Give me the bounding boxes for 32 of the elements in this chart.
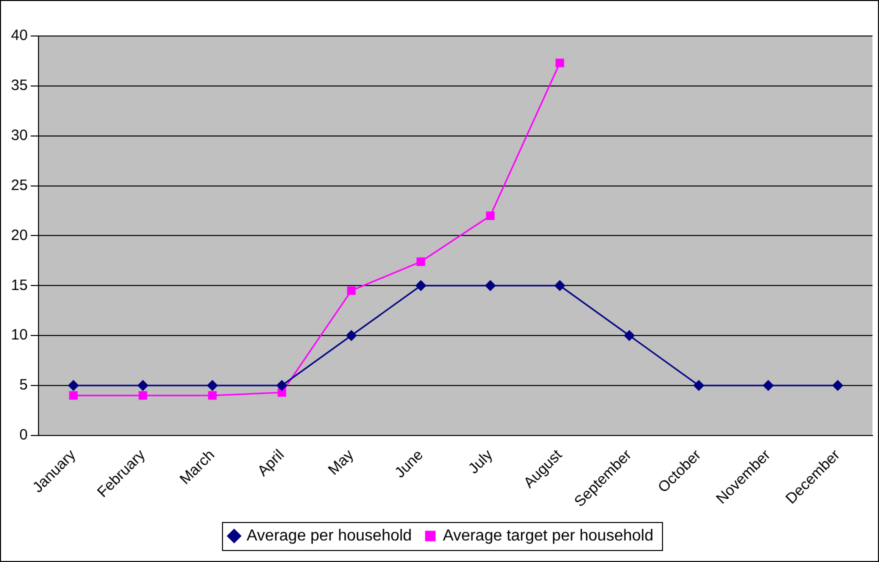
y-tick-label: 10 (10, 326, 28, 344)
y-tick-label: 0 (19, 426, 28, 444)
point (207, 380, 218, 391)
y-tick-label: 25 (10, 176, 28, 194)
point (69, 391, 78, 400)
point (416, 257, 426, 266)
point (68, 380, 79, 391)
y-tick-label: 15 (10, 276, 28, 294)
point (832, 380, 844, 391)
point (624, 330, 635, 341)
point (208, 391, 217, 400)
point (346, 330, 357, 341)
legend-label: Average target per household (442, 527, 654, 544)
y-tick-label: 40 (10, 27, 28, 44)
point (485, 280, 496, 291)
y-tick-label: 35 (10, 77, 28, 94)
y-tick-label: 20 (10, 226, 28, 244)
point (416, 280, 426, 291)
point (554, 280, 566, 291)
point (556, 58, 564, 68)
point (763, 380, 774, 391)
y-tick-label: 30 (10, 126, 28, 144)
point (138, 380, 148, 391)
point (694, 380, 704, 391)
legend-label: Average per household (246, 527, 412, 544)
x-tick-label: July (465, 446, 496, 478)
x-tick-label: May (325, 446, 358, 479)
point (347, 286, 356, 295)
point (486, 211, 495, 220)
point (138, 391, 148, 400)
y-tick-label: 5 (19, 376, 28, 394)
point (276, 380, 288, 391)
